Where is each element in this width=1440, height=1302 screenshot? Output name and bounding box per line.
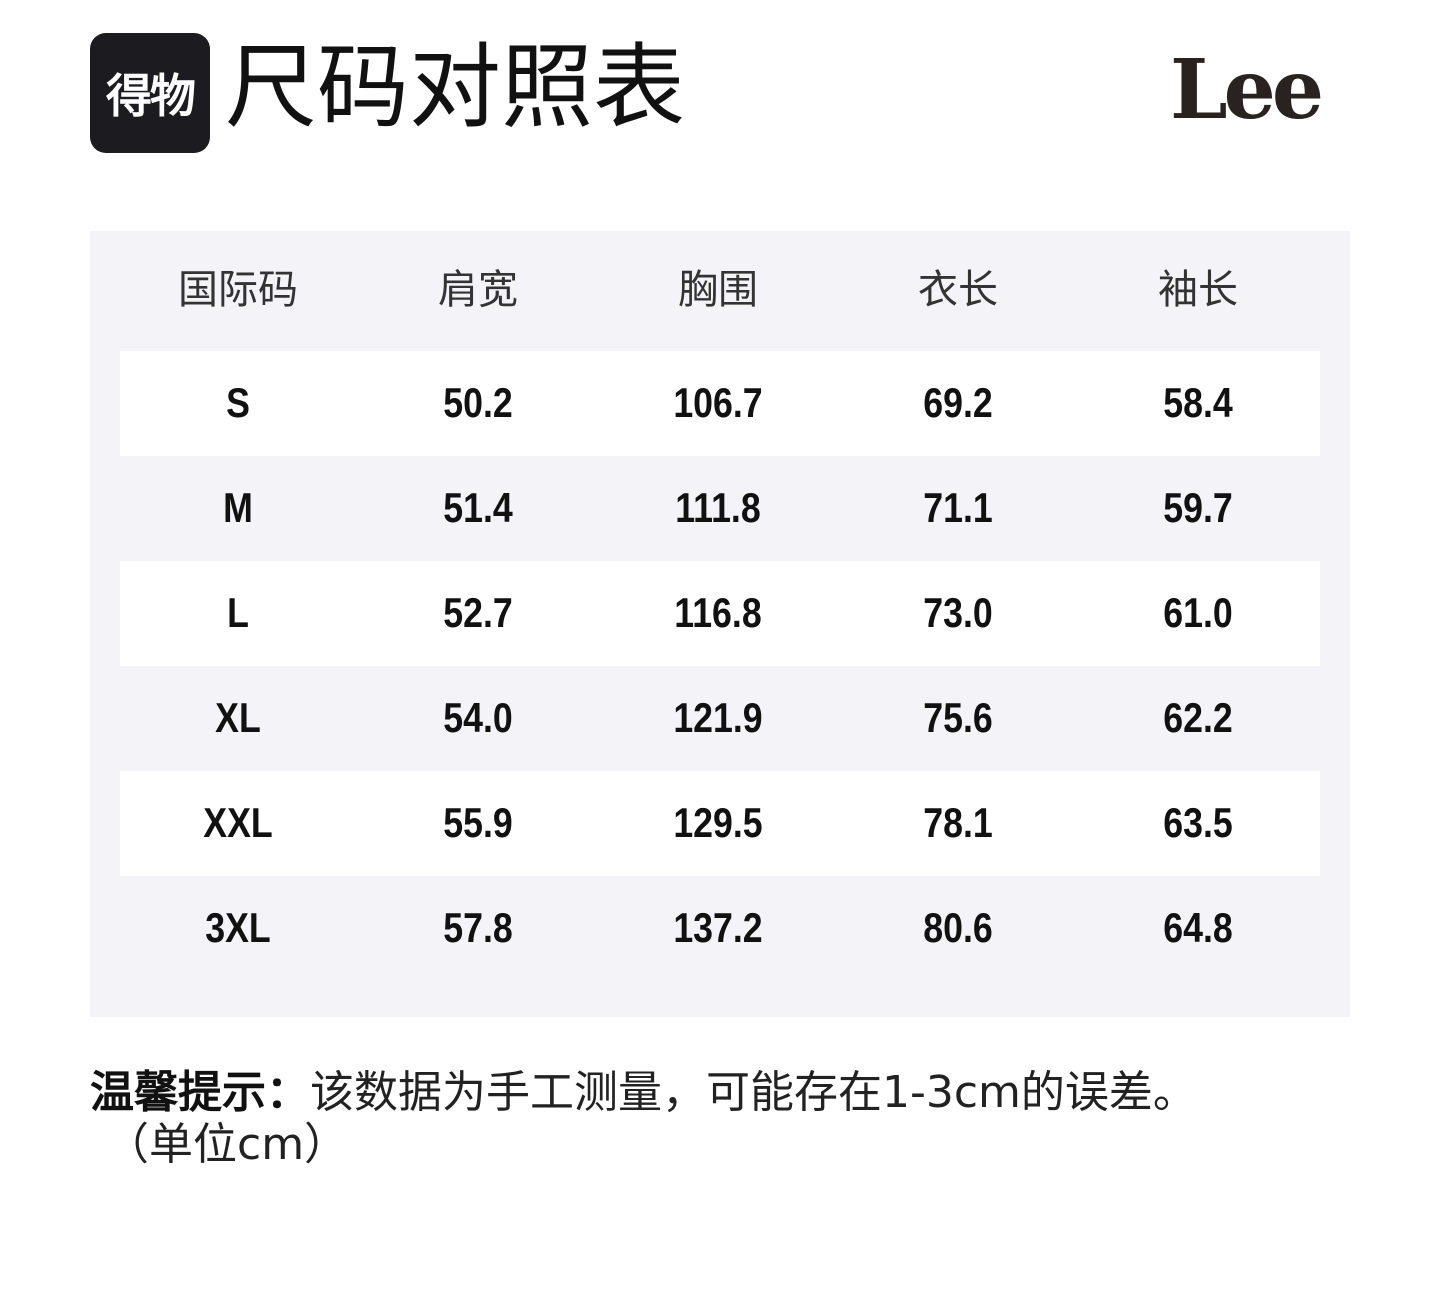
- measurement: 63.5: [1163, 799, 1233, 846]
- measurement: 64.8: [1163, 904, 1233, 951]
- measurement: 51.4: [443, 484, 513, 531]
- row-band: [120, 771, 1320, 876]
- size-table: 国际码 肩宽 胸围 衣长 袖长 S 50.2 106.7 69.2 58.4 M 51.4 111.8 7…: [90, 231, 1350, 1017]
- measurement: 69.2: [923, 379, 993, 426]
- measurement: 61.0: [1163, 589, 1233, 636]
- size-label: L: [227, 589, 249, 636]
- measurement: 129.5: [673, 799, 763, 846]
- title: 尺码对照表: [225, 34, 686, 141]
- measurement: 59.7: [1163, 484, 1233, 531]
- measurement: 57.8: [443, 904, 513, 951]
- logo: 得物: [90, 33, 210, 153]
- column-header: 国际码: [178, 267, 298, 313]
- measurement: 71.1: [923, 484, 993, 531]
- note-label: 温馨提示：: [90, 1067, 310, 1118]
- size-label: S: [226, 379, 250, 426]
- measurement: 137.2: [673, 904, 763, 951]
- row-band: [120, 351, 1320, 456]
- measurement: 106.7: [673, 379, 763, 426]
- measurement: 73.0: [923, 589, 993, 636]
- note: 温馨提示：该数据为手工测量，可能存在1-3cm的误差。: [90, 1068, 1390, 1118]
- column-header: 袖长: [1158, 267, 1238, 313]
- measurement: 52.7: [443, 589, 513, 636]
- note-text: 该数据为手工测量，可能存在1-3cm的误差。: [310, 1067, 1197, 1118]
- row-band: [120, 561, 1320, 666]
- size-label: 3XL: [205, 904, 271, 951]
- measurement: 55.9: [443, 799, 513, 846]
- brand-logo: Lee: [1170, 42, 1324, 138]
- note-unit: （单位cm）: [105, 1119, 349, 1170]
- size-label: XXL: [203, 799, 273, 846]
- measurement: 58.4: [1163, 379, 1233, 426]
- measurement: 78.1: [923, 799, 993, 846]
- column-header: 胸围: [678, 267, 758, 313]
- size-label: XL: [215, 694, 261, 741]
- size-label: M: [223, 484, 253, 531]
- measurement: 50.2: [443, 379, 513, 426]
- column-header: 肩宽: [438, 267, 518, 313]
- measurement: 54.0: [443, 694, 513, 741]
- measurement: 121.9: [673, 694, 763, 741]
- measurement: 75.6: [923, 694, 993, 741]
- measurement: 116.8: [674, 589, 762, 636]
- measurement: 111.8: [675, 484, 761, 531]
- measurement: 80.6: [923, 904, 993, 951]
- column-header: 衣长: [918, 267, 998, 313]
- measurement: 62.2: [1163, 694, 1233, 741]
